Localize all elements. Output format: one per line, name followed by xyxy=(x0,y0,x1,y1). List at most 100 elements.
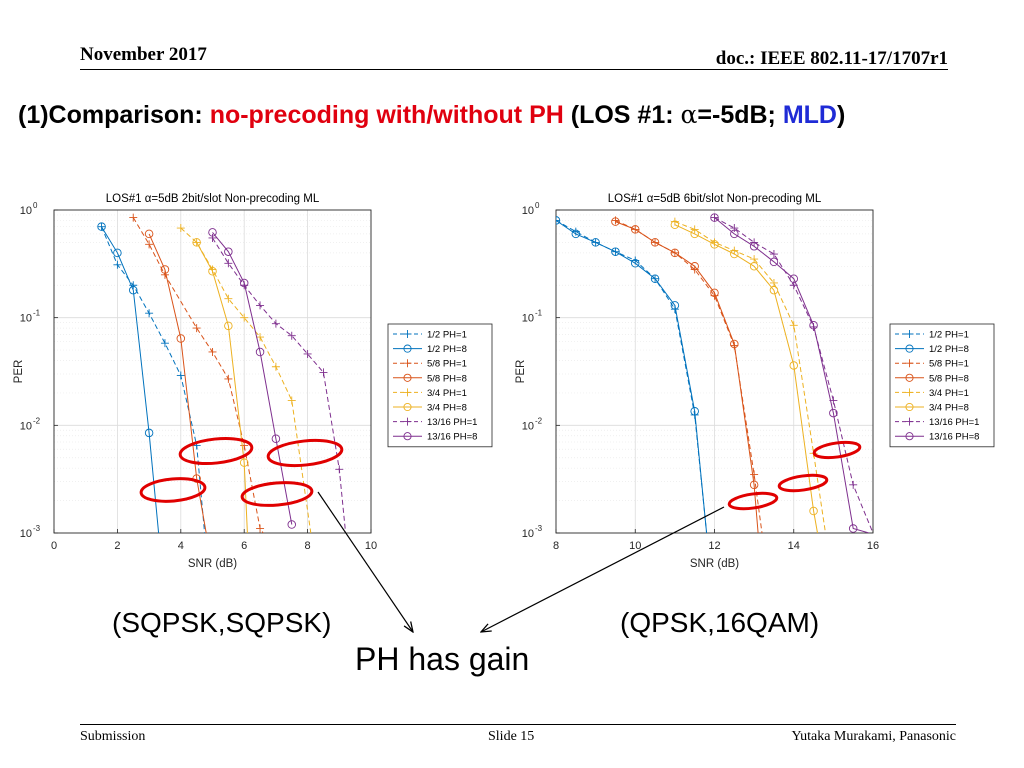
data-point xyxy=(224,247,233,256)
x-tick-label: 4 xyxy=(178,540,184,552)
x-tick-label: 14 xyxy=(788,540,800,552)
data-point xyxy=(192,324,201,333)
title-after-alpha: =-5dB; xyxy=(697,101,783,129)
data-point xyxy=(809,321,818,330)
data-point xyxy=(192,238,201,247)
pointer-arrow-left xyxy=(317,491,413,632)
data-point xyxy=(690,225,699,234)
y-tick-exponent: -1 xyxy=(535,309,543,318)
plot-frame xyxy=(53,209,372,534)
legend-entry-label: 1/2 PH=8 xyxy=(427,344,467,355)
series-line xyxy=(101,226,206,533)
data-point xyxy=(769,257,779,267)
y-axis-label: PER xyxy=(13,360,25,384)
data-point xyxy=(240,441,249,450)
data-point xyxy=(848,524,858,533)
data-point xyxy=(224,374,233,383)
x-tick-label: 16 xyxy=(867,540,879,552)
highlight-ellipse xyxy=(178,436,254,466)
data-point xyxy=(730,229,739,239)
data-point xyxy=(255,347,265,357)
data-point xyxy=(160,270,169,279)
legend-entry-label: 1/2 PH=1 xyxy=(427,330,467,341)
footer-slide-number: Slide 15 xyxy=(488,729,535,744)
data-point xyxy=(789,274,799,283)
data-point xyxy=(650,238,660,247)
y-tick-label: 10 xyxy=(20,205,32,217)
series-line xyxy=(101,226,160,533)
data-point xyxy=(730,249,739,259)
legend-swatch-marker xyxy=(905,330,914,338)
y-tick-label: 10 xyxy=(20,313,32,325)
plot-area xyxy=(54,210,371,533)
data-point xyxy=(690,407,699,416)
data-point xyxy=(710,288,719,298)
highlight-ellipse xyxy=(240,481,314,507)
caption-gain: PH has gain xyxy=(355,641,530,677)
data-point xyxy=(176,334,186,343)
y-tick-label: 10 xyxy=(522,205,534,217)
data-point xyxy=(128,285,138,295)
data-point xyxy=(690,229,699,239)
series-group xyxy=(97,213,347,533)
highlight-ellipse xyxy=(812,440,862,460)
data-point xyxy=(271,434,281,444)
legend-swatch-marker xyxy=(905,373,914,382)
highlight-ellipse xyxy=(727,491,779,511)
series-line xyxy=(615,221,759,533)
data-point xyxy=(849,480,858,489)
data-point xyxy=(749,262,759,271)
legend-box xyxy=(889,323,995,448)
data-point xyxy=(650,274,660,283)
legend-entry-label: 3/4 PH=1 xyxy=(929,388,969,399)
data-point xyxy=(287,520,297,529)
title-suffix: ) xyxy=(836,101,846,129)
data-point xyxy=(176,371,185,380)
legend-entry-label: 5/8 PH=1 xyxy=(427,359,467,370)
title-highlight: no-precoding with/without PH xyxy=(209,101,564,129)
legend-swatch-marker xyxy=(403,417,412,426)
highlight-ellipse xyxy=(139,477,207,503)
x-tick-label: 10 xyxy=(629,540,641,552)
legend-swatch-marker xyxy=(403,330,412,338)
y-tick-exponent: -2 xyxy=(33,416,41,425)
y-tick-exponent: -1 xyxy=(33,309,41,318)
legend-swatch-marker xyxy=(905,388,914,397)
legend-swatch-marker xyxy=(905,402,914,412)
data-point xyxy=(256,524,265,533)
data-point xyxy=(769,250,778,259)
data-point xyxy=(611,247,620,256)
chart-title: LOS#1 α=5dB 2bit/slot Non-precoding ML xyxy=(106,193,320,205)
data-point xyxy=(224,294,233,303)
x-axis-label: SNR (dB) xyxy=(690,558,739,570)
legend-entry-label: 13/16 PH=8 xyxy=(929,432,979,443)
data-point xyxy=(145,309,154,318)
series-line xyxy=(556,219,708,533)
data-point xyxy=(769,285,779,295)
legend-swatch-marker xyxy=(905,432,914,441)
data-point xyxy=(145,240,154,249)
title-alpha: α xyxy=(680,100,698,129)
legend-entry-label: 3/4 PH=1 xyxy=(427,388,467,399)
title-mid: (LOS #1: xyxy=(563,101,681,129)
data-point xyxy=(160,265,170,274)
data-point xyxy=(335,465,344,474)
data-point xyxy=(113,260,122,269)
y-tick-label: 10 xyxy=(522,420,534,432)
data-point xyxy=(208,228,217,237)
data-point xyxy=(670,248,680,258)
y-tick-exponent: 0 xyxy=(33,201,38,210)
data-point xyxy=(789,361,799,370)
data-point xyxy=(710,213,719,222)
legend-swatch-marker xyxy=(403,373,412,382)
data-point xyxy=(256,301,265,310)
data-point xyxy=(271,319,280,328)
data-point xyxy=(789,321,798,330)
data-point xyxy=(287,396,296,405)
y-tick-exponent: -2 xyxy=(535,416,543,425)
data-point xyxy=(144,428,154,438)
legend-entry-label: 13/16 PH=1 xyxy=(427,417,477,428)
legend-entry-label: 3/4 PH=8 xyxy=(929,403,969,414)
data-point xyxy=(710,213,719,222)
